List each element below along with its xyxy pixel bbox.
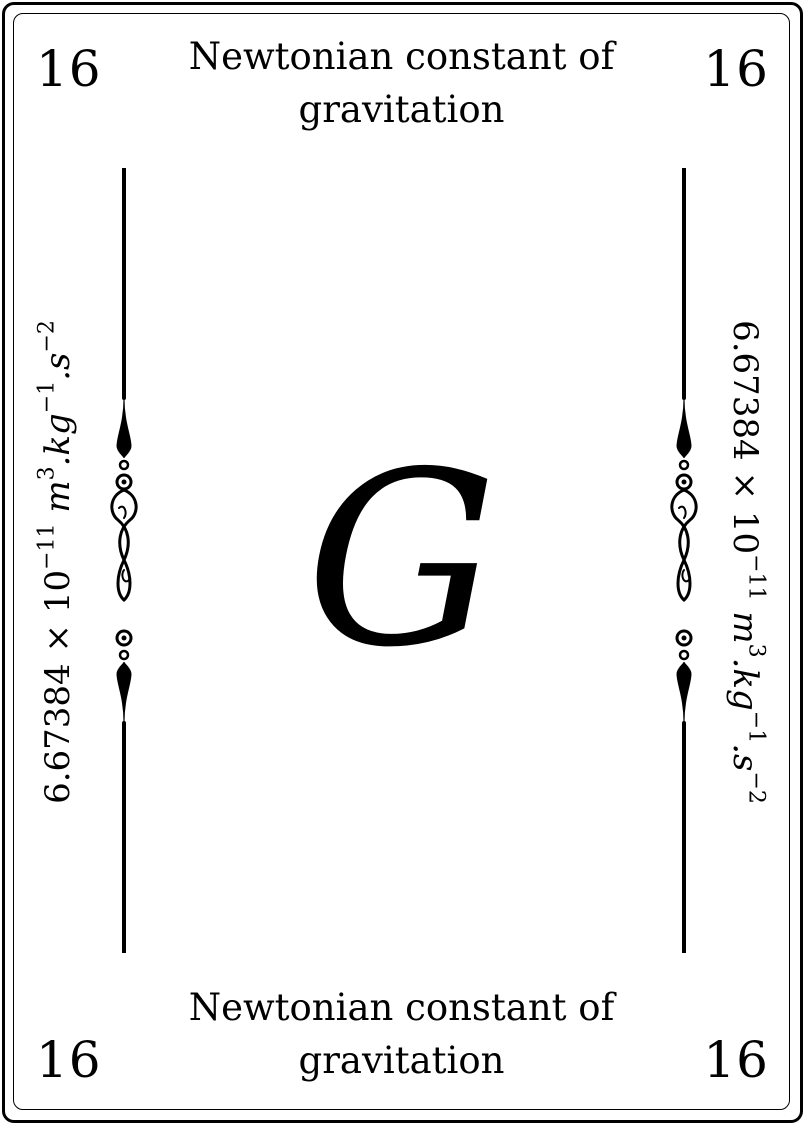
corner-number-bottom-right: 16 [703,1031,769,1089]
unit-kg-exponent: −1 [34,380,60,414]
value-times: × [725,471,765,501]
unit-m-exponent: 3 [743,643,769,658]
value-exponent: −11 [34,523,60,570]
unit-m: m [38,480,78,513]
value-mantissa: 6.67384 [38,663,78,804]
unit-kg: .kg [725,657,765,711]
unit-s-exponent: −2 [743,771,769,804]
constant-value-right: 6.67384 × 10−11 m3.kg−1.s−2 [725,320,768,804]
ornament-right [670,168,698,953]
unit-s-exponent: −2 [34,320,60,353]
unit-kg: .kg [38,413,78,467]
constant-symbol: G [305,420,498,700]
unit-s: .s [38,352,78,381]
value-times: × [38,623,78,653]
card-title-bottom: Newtonian constant of gravitation [188,986,615,1082]
corner-number-top-left: 16 [36,40,102,98]
unit-m: m [725,611,765,644]
unit-m-exponent: 3 [34,466,60,481]
corner-number-bottom-left: 16 [36,1031,102,1089]
corner-number-top-right: 16 [703,40,769,98]
unit-s: .s [725,743,765,772]
card-inner-border [13,13,790,1110]
value-mantissa: 6.67384 [725,320,765,461]
card-title-top: Newtonian constant of gravitation [188,35,615,131]
value-base: 10 [725,510,765,555]
ornament-left [110,168,138,953]
unit-kg-exponent: −1 [743,710,769,744]
constant-value-left: 6.67384 × 10−11 m3.kg−1.s−2 [35,320,78,804]
value-exponent: −11 [743,554,769,601]
value-base: 10 [38,569,78,614]
